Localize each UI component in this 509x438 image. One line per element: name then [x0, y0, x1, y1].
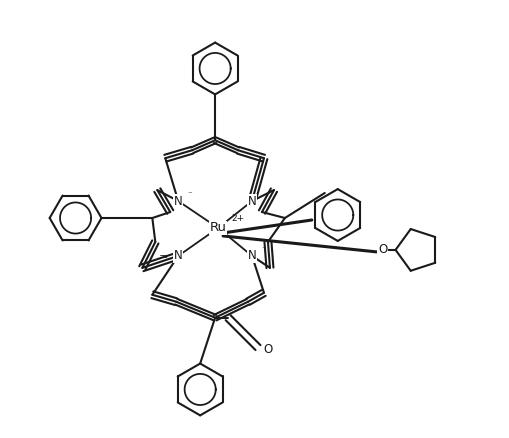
- Text: O: O: [263, 343, 272, 356]
- Text: =: =: [158, 252, 167, 262]
- Text: ⁻: ⁻: [187, 191, 191, 200]
- Text: Ru: Ru: [209, 222, 226, 234]
- Text: 2+: 2+: [231, 215, 244, 223]
- Text: N: N: [174, 249, 182, 262]
- Text: N: N: [247, 249, 256, 262]
- Text: O: O: [377, 244, 386, 256]
- Text: N: N: [247, 194, 256, 208]
- Text: N: N: [174, 194, 182, 208]
- Text: ⁻: ⁻: [261, 245, 265, 254]
